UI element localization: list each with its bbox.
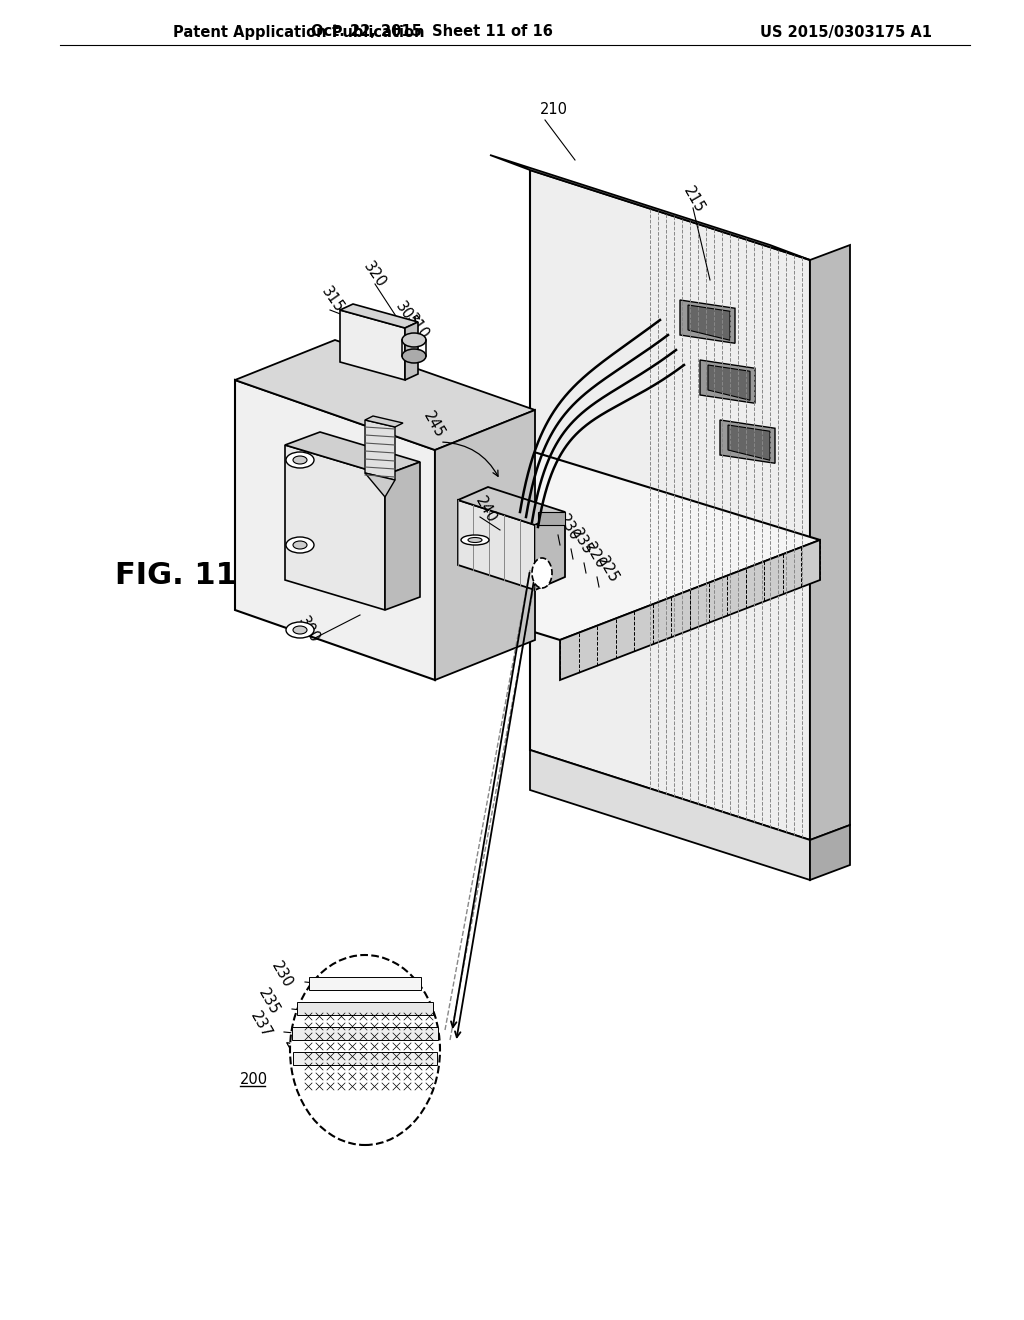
Text: 225: 225: [594, 554, 621, 586]
Text: 230: 230: [268, 960, 295, 991]
Polygon shape: [234, 380, 435, 680]
Polygon shape: [385, 462, 420, 610]
Text: 215: 215: [680, 185, 707, 216]
Text: 220: 220: [581, 540, 608, 572]
Ellipse shape: [532, 558, 552, 587]
Polygon shape: [406, 322, 418, 380]
Polygon shape: [708, 366, 750, 400]
Polygon shape: [720, 420, 775, 463]
Text: FIG. 11: FIG. 11: [115, 561, 237, 590]
Ellipse shape: [402, 348, 426, 363]
Polygon shape: [234, 440, 820, 640]
Ellipse shape: [293, 541, 307, 549]
Text: 240: 240: [472, 494, 499, 525]
Text: 237: 237: [247, 1010, 274, 1041]
Ellipse shape: [290, 954, 440, 1144]
Polygon shape: [688, 305, 730, 341]
Text: 235: 235: [568, 527, 595, 558]
Text: 230: 230: [555, 512, 582, 544]
Ellipse shape: [468, 537, 482, 543]
Polygon shape: [810, 825, 850, 880]
Polygon shape: [340, 310, 406, 380]
Polygon shape: [530, 170, 810, 840]
Polygon shape: [530, 750, 810, 880]
Text: US 2015/0303175 A1: US 2015/0303175 A1: [760, 25, 932, 40]
Polygon shape: [535, 512, 565, 590]
Ellipse shape: [286, 451, 314, 469]
Polygon shape: [285, 445, 385, 610]
Polygon shape: [365, 416, 403, 426]
Text: Patent Application Publication: Patent Application Publication: [173, 25, 425, 40]
Polygon shape: [728, 425, 770, 461]
Polygon shape: [458, 487, 565, 525]
Polygon shape: [309, 977, 421, 990]
Text: 300: 300: [295, 614, 322, 645]
Ellipse shape: [402, 333, 426, 347]
Polygon shape: [234, 341, 535, 450]
Polygon shape: [458, 500, 535, 590]
Text: 210: 210: [540, 103, 568, 117]
Text: 310: 310: [403, 312, 431, 343]
Text: 315: 315: [318, 284, 346, 315]
Polygon shape: [297, 1002, 433, 1015]
Text: Oct. 22, 2015  Sheet 11 of 16: Oct. 22, 2015 Sheet 11 of 16: [311, 25, 553, 40]
Polygon shape: [365, 420, 395, 480]
Polygon shape: [538, 512, 565, 525]
Ellipse shape: [461, 535, 489, 545]
Polygon shape: [435, 411, 535, 680]
Ellipse shape: [293, 626, 307, 634]
Polygon shape: [293, 1052, 437, 1065]
Text: 305: 305: [392, 300, 420, 331]
Polygon shape: [365, 473, 395, 498]
Polygon shape: [680, 300, 735, 343]
Polygon shape: [340, 304, 418, 327]
Text: 200: 200: [240, 1072, 268, 1088]
Polygon shape: [560, 540, 820, 680]
Text: 320: 320: [360, 259, 388, 290]
Polygon shape: [285, 432, 420, 475]
Ellipse shape: [286, 537, 314, 553]
Text: 235: 235: [255, 986, 282, 1018]
Polygon shape: [810, 246, 850, 840]
Ellipse shape: [293, 455, 307, 465]
Text: 220: 220: [281, 1036, 308, 1068]
Polygon shape: [234, 440, 495, 579]
Polygon shape: [490, 154, 810, 260]
Polygon shape: [700, 360, 755, 403]
Ellipse shape: [286, 622, 314, 638]
Text: 245: 245: [420, 409, 446, 441]
Polygon shape: [293, 1027, 437, 1040]
